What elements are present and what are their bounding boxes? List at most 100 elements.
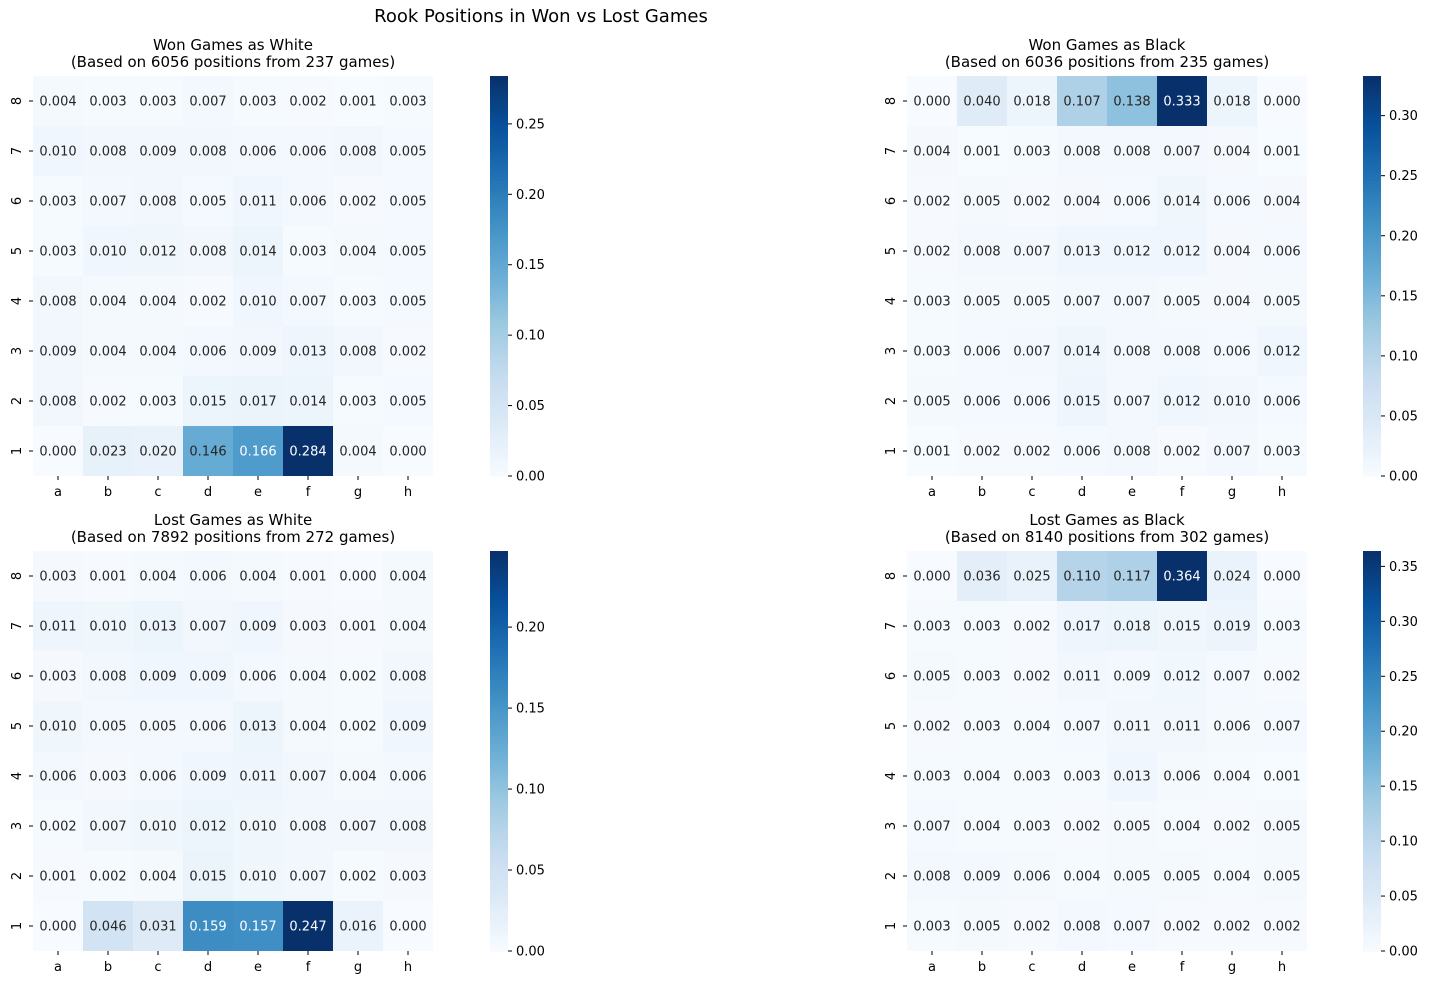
colorbar-segment [1363,835,1381,840]
cell-value-label: 0.013 [1063,245,1100,260]
colorbar-segment [490,200,508,205]
colorbar-segment [1363,120,1381,125]
colorbar-segment [1363,160,1381,165]
heatmap-cell [957,851,1007,901]
cell-value-label: 0.005 [1263,820,1300,835]
colorbar-segment [490,615,508,620]
cell-value-label: 0.004 [139,345,176,360]
cell-value-label: 0.002 [1263,920,1300,935]
colorbar-segment [490,791,508,796]
heatmap-cell [1007,901,1057,951]
cell-value-label: 0.006 [963,395,1000,410]
colorbar-segment [490,795,508,800]
colorbar-segment [490,903,508,908]
heatmap-cell [333,76,383,126]
cell-value-label: 0.004 [289,720,326,735]
colorbar-segment [490,444,508,449]
colorbar-segment [1363,635,1381,640]
colorbar-segment [490,643,508,648]
colorbar-segment [1363,807,1381,812]
cell-value-label: 0.012 [1163,395,1200,410]
colorbar-segment [1363,723,1381,728]
cell-value-label: 0.009 [139,145,176,160]
cell-value-label: 0.006 [139,770,176,785]
colorbar-segment [490,919,508,924]
cell-value-label: 0.008 [1063,920,1100,935]
colorbar-segment [490,412,508,417]
heatmap-cell [1057,901,1107,951]
cell-value-label: 0.008 [339,345,376,360]
colorbar-segment [1363,743,1381,748]
heatmap-cell [957,801,1007,851]
cell-value-label: 0.005 [1013,295,1050,310]
heatmap-cell [283,751,333,801]
y-tick-label: 4 [884,297,899,305]
heatmap-cell [1107,651,1157,701]
colorbar-segment [490,296,508,301]
cell-value-label: 0.006 [289,145,326,160]
cell-value-label: 0.006 [1213,195,1250,210]
cell-value-label: 0.015 [189,870,226,885]
cell-value-label: 0.008 [39,395,76,410]
cell-value-label: 0.010 [239,820,276,835]
heatmap-cell [1007,76,1057,126]
cell-value-label: 0.007 [89,820,126,835]
colorbar-segment [1363,735,1381,740]
heatmap-cell [1007,601,1057,651]
heatmap-cell [1157,651,1207,701]
colorbar-segment [490,424,508,429]
heatmap-cell [33,551,83,601]
cell-value-label: 0.005 [1163,295,1200,310]
colorbar-segment [490,344,508,349]
colorbar-segment [1363,140,1381,145]
heatmap-cell [1057,126,1107,176]
colorbar-segment [1363,627,1381,632]
colorbar-segment [1363,947,1381,952]
colorbar-segment [1363,304,1381,309]
colorbar-segment [1363,731,1381,736]
colorbar-segment [490,611,508,616]
colorbar-tick-label: 0.00 [1389,945,1418,960]
cell-value-label: 0.003 [289,620,326,635]
colorbar-segment [1363,779,1381,784]
cell-value-label: 0.006 [1013,870,1050,885]
cell-value-label: 0.008 [1113,445,1150,460]
heatmap-cell [1257,701,1307,751]
cell-value-label: 0.157 [239,920,276,935]
colorbar-segment [1363,412,1381,417]
heatmap-cell [1257,751,1307,801]
colorbar-segment [490,907,508,912]
heatmap-cell [1007,126,1057,176]
heatmap-cell [957,551,1007,601]
colorbar-segment [490,879,508,884]
colorbar-segment [490,308,508,313]
heatmap-cell [1107,326,1157,376]
heatmap-cell [233,601,283,651]
colorbar-segment [490,671,508,676]
colorbar-segment [1363,827,1381,832]
cell-value-label: 0.024 [1213,570,1250,585]
heatmap-cell [1207,751,1257,801]
heatmap-cell [1257,551,1307,601]
panel-title-main: Lost Games as Black [1029,511,1185,529]
colorbar-segment [490,863,508,868]
heatmap-cell [133,76,183,126]
cell-value-label: 0.005 [1263,295,1300,310]
x-tick-label: f [306,485,311,500]
heatmap-cell [1157,376,1207,426]
cell-value-label: 0.010 [89,620,126,635]
cell-value-label: 0.007 [1113,920,1150,935]
colorbar-segment [1363,663,1381,668]
colorbar-segment [1363,583,1381,588]
colorbar-segment [1363,168,1381,173]
colorbar-tick-label: 0.05 [516,399,545,414]
heatmap-cell [333,801,383,851]
colorbar-segment [1363,659,1381,664]
colorbar-segment [1363,292,1381,297]
colorbar-segment [490,328,508,333]
cell-value-label: 0.004 [139,870,176,885]
colorbar-segment [490,140,508,145]
heatmap-cell [1007,701,1057,751]
colorbar-segment [1363,444,1381,449]
colorbar-segment [1363,84,1381,89]
